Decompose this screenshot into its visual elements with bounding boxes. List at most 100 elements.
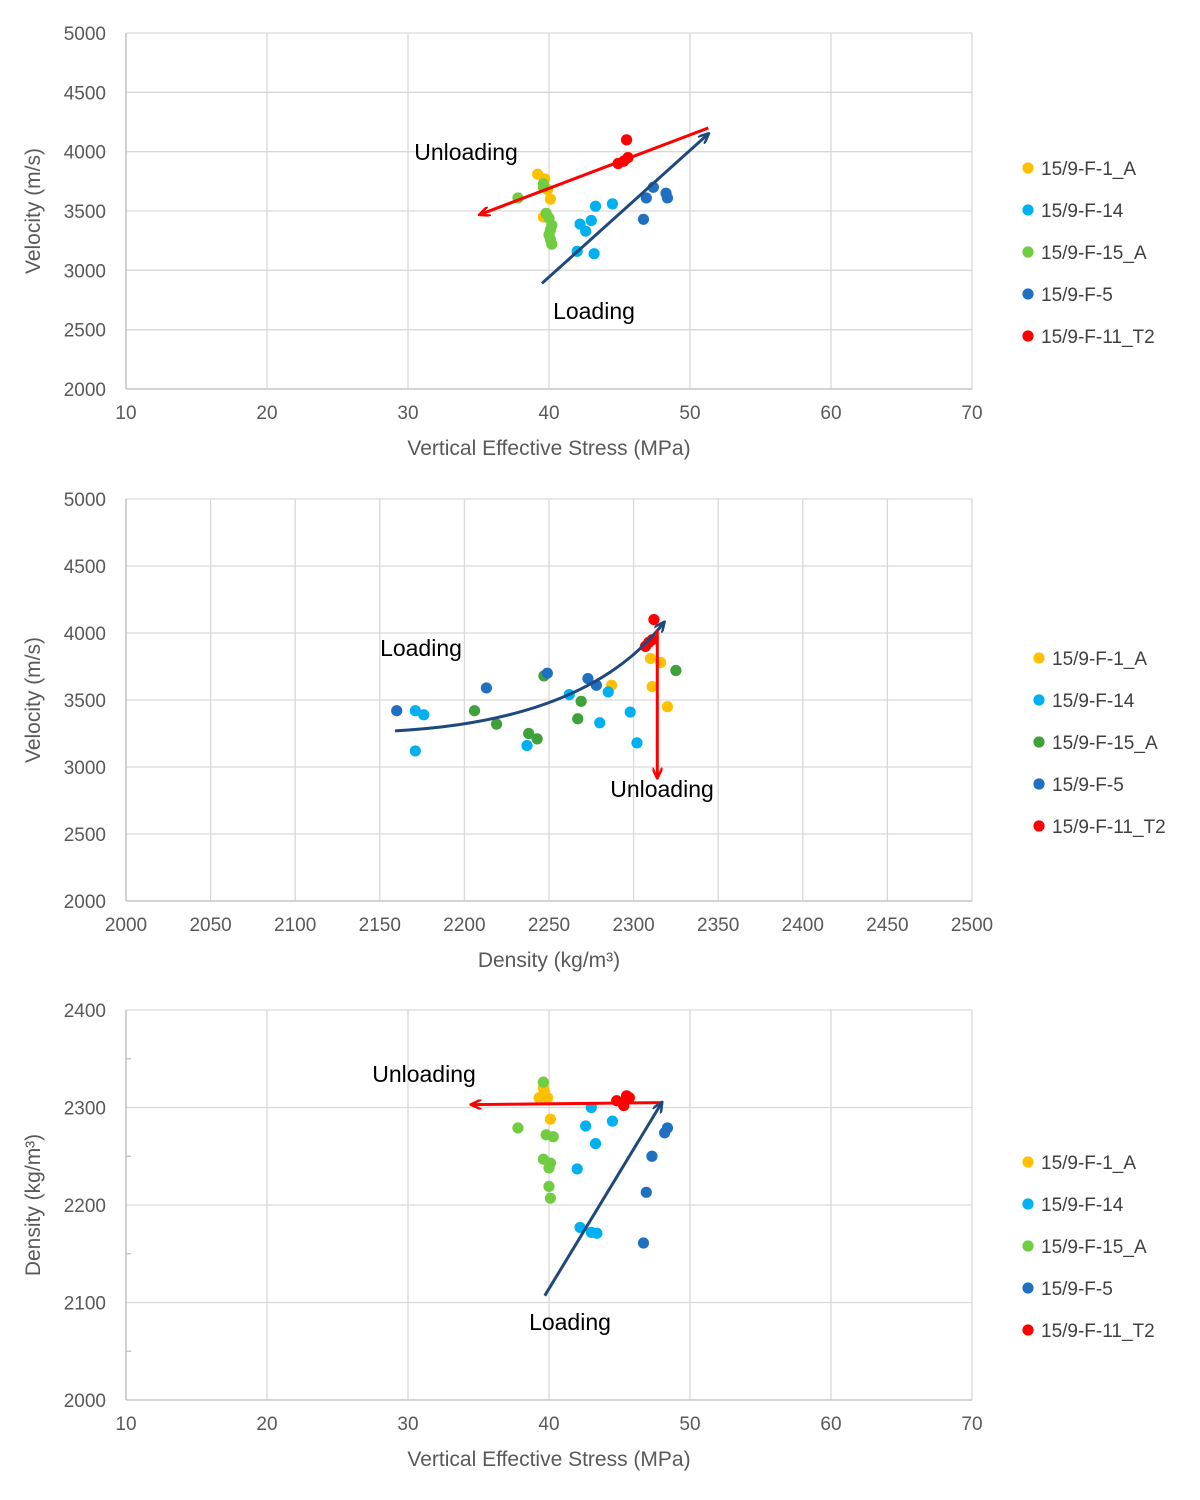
legend-label: 15/9-F-1_A: [1041, 1153, 1136, 1174]
unloading-label: Unloading: [414, 139, 518, 165]
legend: 15/9-F-1_A 15/9-F-14 15/9-F-15_A 15/9-F-5 15…: [1022, 1153, 1155, 1342]
loading-arrow: [394, 622, 664, 733]
data-point: [537, 1076, 549, 1088]
legend-marker: [1033, 736, 1045, 748]
y-tick-label: 2100: [64, 1294, 106, 1315]
data-point: [589, 200, 602, 212]
y-tick-label: 3500: [64, 202, 106, 223]
x-tick-label: 30: [397, 403, 418, 424]
data-point: [547, 1131, 559, 1143]
x-tick-label: 2150: [359, 915, 401, 936]
legend: 15/9-F-1_A 15/9-F-14 15/9-F-15_A 15/9-F-5 15…: [1033, 649, 1166, 838]
x-tick-label: 2050: [189, 915, 231, 936]
y-tick-label: 2500: [64, 321, 106, 342]
legend-label: 15/9-F-15_A: [1041, 243, 1147, 264]
legend-marker: [1022, 330, 1034, 342]
data-point: [640, 192, 652, 204]
data-point: [490, 718, 503, 730]
chart-panel-1: 10 20 30 40 50 60 70 2000 2500 3000 3500 4000 4500 50…: [22, 24, 1155, 460]
data-point: [544, 1113, 557, 1125]
unloading-label: Unloading: [372, 1061, 476, 1087]
y-tick-label: 3000: [64, 758, 106, 779]
legend-label: 15/9-F-15_A: [1052, 733, 1158, 754]
legend-label: 15/9-F-15_A: [1041, 1237, 1147, 1258]
data-point: [409, 705, 421, 717]
legend-label: 15/9-F-14: [1041, 1195, 1124, 1216]
data-point: [543, 1162, 555, 1174]
series-4: [391, 667, 602, 717]
x-tick-label: 50: [679, 403, 700, 424]
y-tick-label: 3500: [64, 691, 106, 712]
data-point: [646, 681, 658, 693]
y-tick-label: 2400: [64, 1001, 106, 1022]
data-point: [659, 1127, 671, 1139]
chart-panel-3: 10 20 30 40 50 60 70 2000 2100 2200 2300 2400 Vertic…: [22, 1001, 1155, 1471]
x-tick-label: 70: [961, 1414, 982, 1435]
y-axis-title: Density (kg/m³): [22, 1134, 45, 1276]
y-tick-label: 2300: [64, 1099, 106, 1120]
data-point: [606, 1115, 619, 1127]
data-point: [480, 682, 492, 694]
loading-label: Loading: [380, 635, 462, 661]
y-tick-label: 3000: [64, 261, 106, 282]
x-tick-label: 2200: [443, 915, 485, 936]
data-point: [572, 713, 584, 725]
x-tick-label: 60: [820, 1414, 841, 1435]
y-tick-label: 4500: [64, 557, 106, 578]
legend-label: 15/9-F-5: [1041, 285, 1113, 306]
y-tick-label: 5000: [64, 490, 106, 511]
x-axis-title: Vertical Effective Stress (MPa): [407, 437, 690, 460]
data-point: [575, 695, 587, 707]
legend-marker: [1022, 1240, 1034, 1252]
x-tick-label: 50: [679, 1414, 700, 1435]
data-point: [648, 614, 660, 626]
data-point: [468, 705, 481, 717]
legend-label: 15/9-F-11_T2: [1041, 1321, 1155, 1342]
legend-marker: [1022, 1198, 1034, 1210]
legend-marker: [1022, 204, 1034, 216]
data-point: [624, 706, 636, 718]
data-point: [531, 733, 543, 745]
x-tick-label: 20: [256, 1414, 277, 1435]
legend-marker: [1022, 246, 1034, 258]
x-axis-title: Density (kg/m³): [478, 949, 620, 972]
y-tick-label: 2000: [64, 1391, 106, 1412]
series-3: [512, 1076, 559, 1204]
data-point: [591, 1227, 603, 1239]
x-tick-label: 40: [538, 1414, 559, 1435]
data-point: [541, 667, 553, 679]
data-point: [640, 1186, 652, 1198]
data-point: [409, 745, 421, 757]
legend-label: 15/9-F-1_A: [1052, 649, 1147, 670]
data-point: [585, 214, 597, 227]
data-point: [661, 192, 674, 204]
data-point: [670, 664, 682, 677]
data-point: [661, 701, 674, 713]
x-tick-label: 2400: [782, 915, 824, 936]
data-point: [418, 709, 430, 721]
unloading-label: Unloading: [610, 776, 714, 802]
data-point: [606, 198, 619, 210]
legend-label: 15/9-F-11_T2: [1052, 817, 1166, 838]
data-point: [541, 1092, 554, 1104]
legend-label: 15/9-F-1_A: [1041, 159, 1136, 180]
legend-label: 15/9-F-14: [1041, 201, 1124, 222]
legend-marker: [1022, 1324, 1034, 1336]
data-point: [588, 248, 600, 260]
legend-marker: [1022, 1156, 1034, 1168]
chart-panel-2: 2000 2050 2100 2150 2200 2250 2300 2350 2400 2450…: [22, 490, 1166, 972]
legend-marker: [1033, 820, 1045, 832]
data-point: [646, 1150, 658, 1162]
legend-marker: [1022, 1282, 1034, 1294]
legend-marker: [1033, 778, 1045, 790]
series-5: [639, 614, 660, 653]
x-tick-label: 2300: [612, 915, 654, 936]
y-tick-label: 2000: [64, 892, 106, 913]
x-tick-label: 2450: [866, 915, 908, 936]
x-tick-label: 70: [961, 403, 982, 424]
y-axis-title: Velocity (m/s): [22, 148, 45, 274]
x-tick-label: 60: [820, 403, 841, 424]
legend-label: 15/9-F-5: [1052, 775, 1124, 796]
x-tick-label: 40: [538, 403, 559, 424]
